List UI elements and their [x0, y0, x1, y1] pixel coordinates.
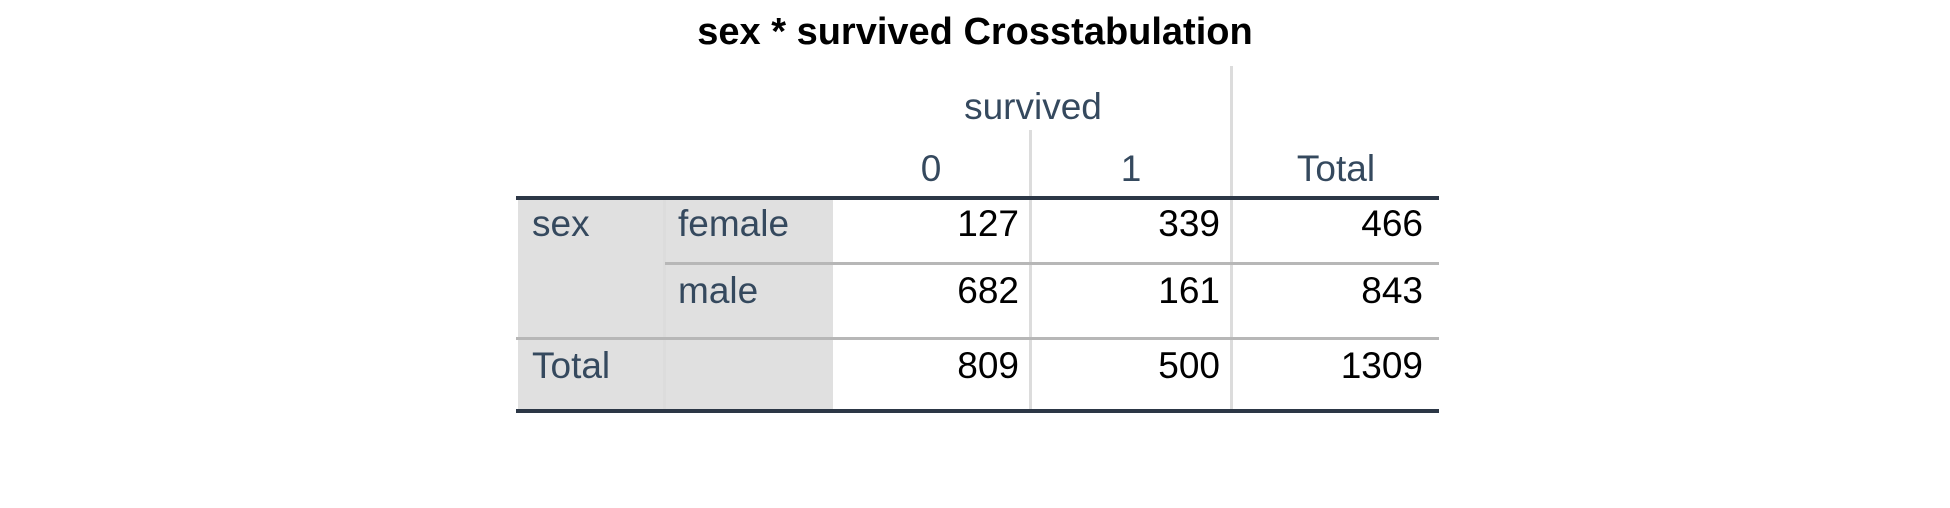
table-title: sex * survived Crosstabulation [697, 11, 1253, 53]
divider-vertical [663, 198, 666, 411]
table-cell: 127 [957, 203, 1019, 244]
divider-vertical [1230, 66, 1233, 411]
table-cell: 500 [1158, 345, 1220, 386]
row-divider [516, 337, 1439, 340]
row-label: female [678, 203, 790, 244]
divider-vertical [1029, 130, 1032, 411]
table-cell: 1309 [1340, 345, 1423, 386]
header-rule [516, 196, 1439, 200]
row-group-header: sex [532, 203, 590, 244]
column-header: 1 [1120, 148, 1142, 189]
table-cell: 809 [957, 345, 1019, 386]
bottom-rule [516, 409, 1439, 413]
table-cell: 161 [1158, 270, 1220, 311]
table-cell: 466 [1361, 203, 1423, 244]
row-divider [665, 262, 1439, 265]
table-cell: 339 [1158, 203, 1220, 244]
column-header: Total [1296, 148, 1376, 189]
column-group-header: survived [964, 86, 1102, 127]
table-cell: 843 [1361, 270, 1423, 311]
row-label: male [678, 270, 759, 311]
column-header: 0 [920, 148, 942, 189]
row-header-background [518, 198, 833, 411]
table-cell: 682 [957, 270, 1019, 311]
total-row-label: Total [532, 345, 611, 386]
